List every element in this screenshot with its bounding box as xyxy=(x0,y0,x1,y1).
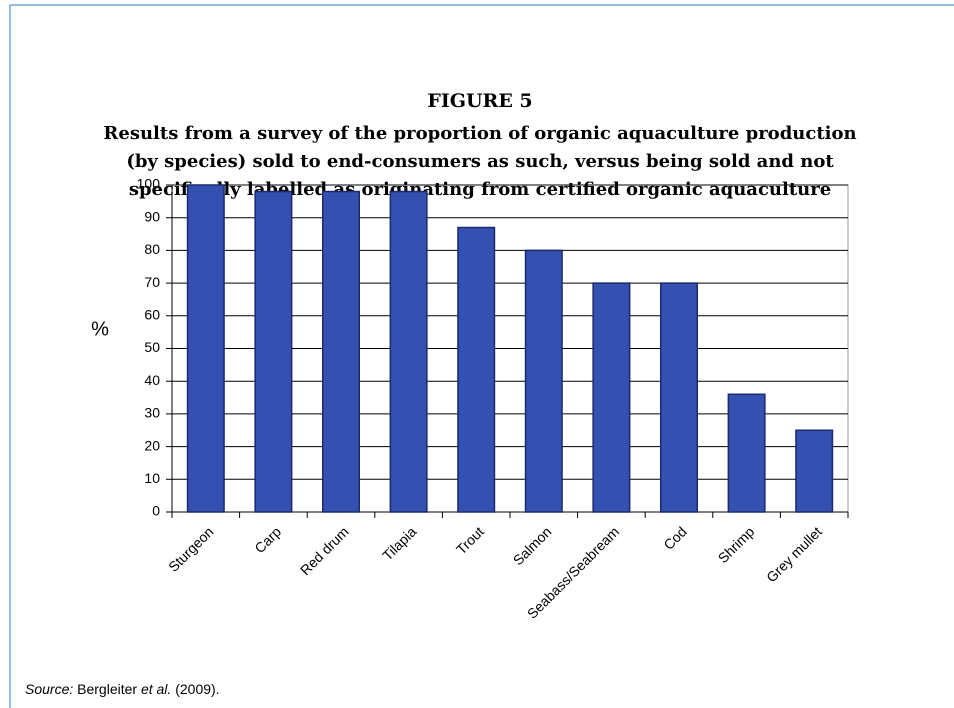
x-tick-label: Trout xyxy=(453,523,487,557)
y-tick-label: 50 xyxy=(144,339,160,355)
bar xyxy=(524,249,563,513)
x-tick-label: Salmon xyxy=(510,523,555,568)
y-tick-label: 80 xyxy=(144,241,160,257)
x-tick-label: Tilapia xyxy=(379,523,419,563)
y-tick-label: 20 xyxy=(144,437,160,453)
bar xyxy=(457,226,496,513)
x-tick-label: Shrimp xyxy=(715,523,758,566)
x-tick-label: Cod xyxy=(660,523,689,552)
bar xyxy=(659,282,699,513)
y-tick-label: 40 xyxy=(144,372,160,388)
y-tick-label: 100 xyxy=(137,176,161,192)
x-tick-label: Carp xyxy=(251,523,284,556)
bar xyxy=(795,429,834,513)
y-tick-label: 90 xyxy=(144,208,160,224)
source-label: Source: xyxy=(25,681,73,697)
y-tick-label: 0 xyxy=(152,503,160,519)
x-tick-label: Red drum xyxy=(297,523,352,578)
y-tick-label: 10 xyxy=(144,470,160,486)
source-year: (2009). xyxy=(175,681,219,697)
bar xyxy=(389,190,428,513)
y-tick-label: 70 xyxy=(144,274,160,290)
bar xyxy=(727,393,766,513)
x-tick-label: Sturgeon xyxy=(165,523,216,574)
bar xyxy=(321,190,361,513)
chart-subtitle: specifically labelled as originating fro… xyxy=(129,179,831,200)
bar xyxy=(254,190,293,513)
y-tick-label: 30 xyxy=(144,405,160,421)
source: Source: Bergleiter et al. (2009). xyxy=(25,681,220,697)
y-tick-label: 60 xyxy=(144,307,160,323)
chart-subtitle: Results from a survey of the proportion … xyxy=(103,123,856,144)
chart-title: FIGURE 5 xyxy=(427,90,532,112)
chart-subtitle: (by species) sold to end-consumers as su… xyxy=(126,151,834,172)
source-author: Bergleiter xyxy=(77,681,137,697)
source-etal: et al. xyxy=(141,681,171,697)
y-axis-label: % xyxy=(91,318,109,340)
x-tick-label: Grey mullet xyxy=(763,523,825,585)
bar xyxy=(592,282,631,513)
bar xyxy=(186,184,225,513)
